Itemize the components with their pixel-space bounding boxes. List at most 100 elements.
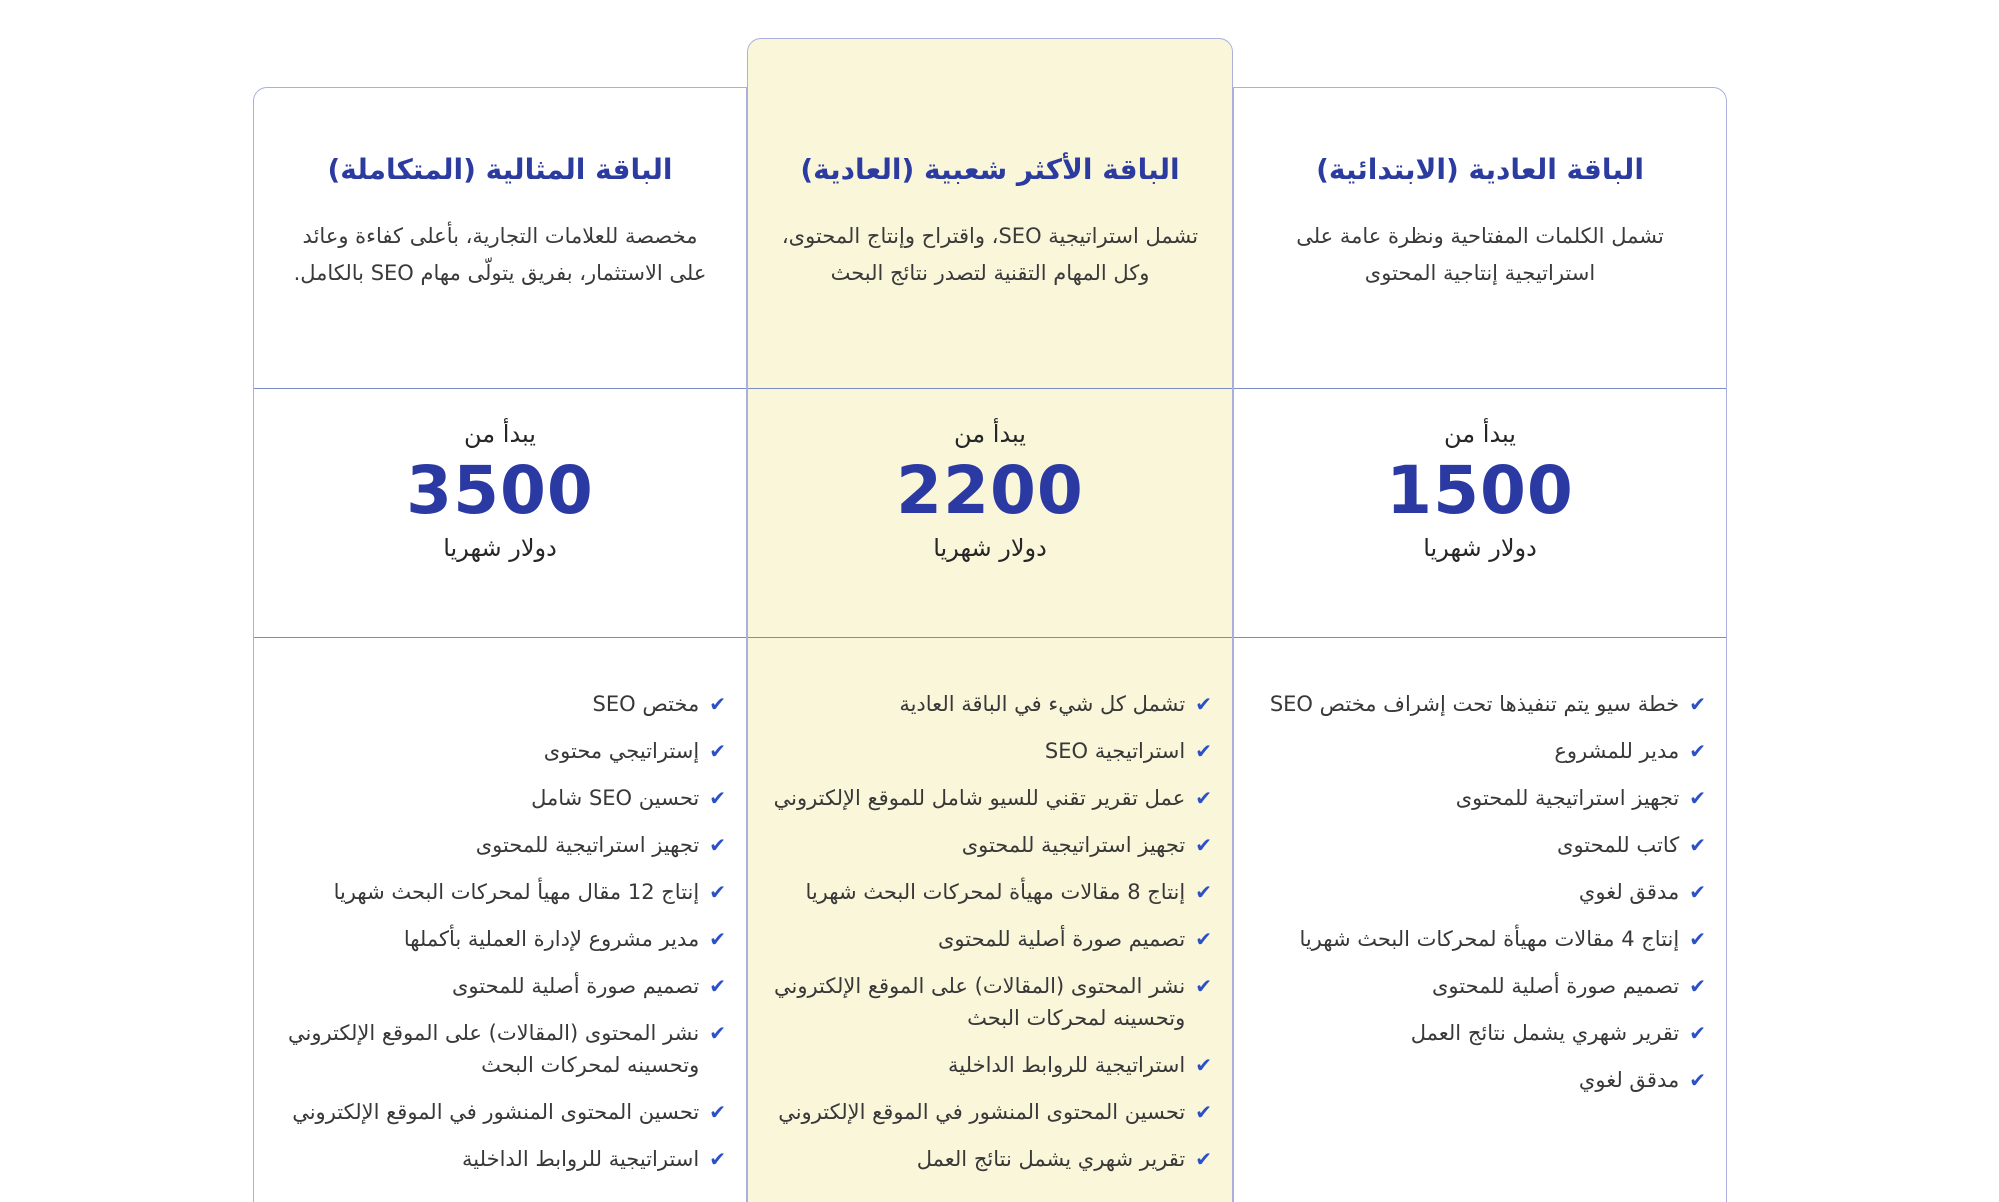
check-icon: ✔ bbox=[1689, 974, 1706, 998]
check-icon: ✔ bbox=[1195, 739, 1212, 763]
check-icon: ✔ bbox=[709, 692, 726, 716]
feature-item: ✔ تجهيز استراتيجية للمحتوى bbox=[1254, 782, 1706, 814]
check-icon: ✔ bbox=[1195, 974, 1212, 998]
feature-item: ✔ مدقق لغوي bbox=[1254, 1064, 1706, 1096]
feature-text: تجهيز استراتيجية للمحتوى bbox=[961, 833, 1186, 857]
feature-text: إستراتيجي محتوى bbox=[543, 739, 700, 763]
feature-item: ✔ كاتب للمحتوى bbox=[1254, 829, 1706, 861]
pricing-cards: الباقة العادية (الابتدائية) تشمل الكلمات… bbox=[253, 0, 1727, 1202]
check-icon: ✔ bbox=[709, 974, 726, 998]
plan-title: الباقة الأكثر شعبية (العادية) bbox=[800, 153, 1180, 186]
feature-item: ✔ إستراتيجي محتوى bbox=[274, 735, 726, 767]
plan-price-section: يبدأ من 2200 دولار شهريا bbox=[748, 389, 1232, 638]
feature-item: ✔ مدير مشروع لإدارة العملية بأكملها bbox=[274, 923, 726, 955]
price-prefix: يبدأ من bbox=[954, 420, 1026, 448]
check-icon: ✔ bbox=[1195, 692, 1212, 716]
price-period: دولار شهريا bbox=[443, 534, 557, 562]
feature-text: نشر المحتوى (المقالات) على الموقع الإلكت… bbox=[773, 974, 1186, 1030]
feature-text: مدير مشروع لإدارة العملية بأكملها bbox=[403, 927, 700, 951]
plan-card-starter: الباقة العادية (الابتدائية) تشمل الكلمات… bbox=[1233, 87, 1727, 1202]
feature-text: تصميم صورة أصلية للمحتوى bbox=[1431, 974, 1680, 998]
feature-text: تحسين المحتوى المنشور في الموقع الإلكترو… bbox=[778, 1100, 1186, 1124]
check-icon: ✔ bbox=[1689, 1021, 1706, 1045]
feature-text: تحسين المحتوى المنشور في الموقع الإلكترو… bbox=[292, 1100, 700, 1124]
check-icon: ✔ bbox=[1689, 927, 1706, 951]
feature-item: ✔ مدير للمشروع bbox=[1254, 735, 1706, 767]
feature-text: مدقق لغوي bbox=[1578, 880, 1680, 904]
plan-price-section: يبدأ من 3500 دولار شهريا bbox=[254, 389, 746, 638]
feature-text: تقرير شهري يشمل نتائج العمل bbox=[1410, 1021, 1680, 1045]
feature-item: ✔ تشمل كل شيء في الباقة العادية bbox=[768, 688, 1212, 720]
plan-card-ideal: الباقة المثالية (المتكاملة) مخصصة للعلام… bbox=[253, 87, 747, 1202]
check-icon: ✔ bbox=[709, 833, 726, 857]
check-icon: ✔ bbox=[709, 1147, 726, 1171]
price-amount: 2200 bbox=[896, 452, 1084, 529]
feature-text: إنتاج 12 مقال مهيأ لمحركات البحث شهريا bbox=[333, 880, 700, 904]
feature-item: ✔ مختص SEO bbox=[274, 688, 726, 720]
feature-item: ✔ تجهيز استراتيجية للمحتوى bbox=[768, 829, 1212, 861]
plan-card-popular: الباقة الأكثر شعبية (العادية) تشمل استرا… bbox=[747, 38, 1233, 1202]
feature-item: ✔ تحسين المحتوى المنشور في الموقع الإلكتر… bbox=[768, 1096, 1212, 1128]
feature-text: استراتيجية للروابط الداخلية bbox=[462, 1147, 700, 1171]
check-icon: ✔ bbox=[709, 880, 726, 904]
check-icon: ✔ bbox=[1195, 927, 1212, 951]
plan-description: مخصصة للعلامات التجارية، بأعلى كفاءة وعا… bbox=[293, 224, 707, 285]
check-icon: ✔ bbox=[1195, 786, 1212, 810]
feature-item: ✔ تقرير شهري يشمل نتائج العمل bbox=[1254, 1017, 1706, 1049]
plan-description: تشمل استراتيجية SEO، واقتراح وإنتاج المح… bbox=[781, 224, 1199, 285]
check-icon: ✔ bbox=[1689, 739, 1706, 763]
feature-text: كاتب للمحتوى bbox=[1557, 833, 1680, 857]
plan-title: الباقة المثالية (المتكاملة) bbox=[327, 153, 673, 186]
check-icon: ✔ bbox=[1195, 833, 1212, 857]
feature-text: تقرير شهري يشمل نتائج العمل bbox=[916, 1147, 1186, 1171]
check-icon: ✔ bbox=[1689, 692, 1706, 716]
feature-text: إنتاج 8 مقالات مهيأة لمحركات البحث شهريا bbox=[805, 880, 1186, 904]
check-icon: ✔ bbox=[1195, 1053, 1212, 1077]
feature-text: تجهيز استراتيجية للمحتوى bbox=[475, 833, 700, 857]
plan-header: الباقة الأكثر شعبية (العادية) تشمل استرا… bbox=[748, 39, 1232, 389]
check-icon: ✔ bbox=[1689, 833, 1706, 857]
plan-description: تشمل الكلمات المفتاحية ونظرة عامة على اس… bbox=[1296, 224, 1664, 285]
feature-item: ✔ مدقق لغوي bbox=[1254, 876, 1706, 908]
feature-item: ✔ تقرير شهري يشمل نتائج العمل bbox=[768, 1143, 1212, 1175]
price-amount: 3500 bbox=[406, 452, 594, 529]
feature-item: ✔ إنتاج 4 مقالات مهيأة لمحركات البحث شهري… bbox=[1254, 923, 1706, 955]
check-icon: ✔ bbox=[709, 1021, 726, 1045]
feature-text: مدير للمشروع bbox=[1554, 739, 1680, 763]
feature-item: ✔ تصميم صورة أصلية للمحتوى bbox=[768, 923, 1212, 955]
check-icon: ✔ bbox=[709, 927, 726, 951]
check-icon: ✔ bbox=[1195, 1147, 1212, 1171]
plan-features: ✔ مختص SEO ✔ إستراتيجي محتوى ✔ تحسين SEO شامل… bbox=[254, 638, 746, 1202]
feature-item: ✔ تجهيز استراتيجية للمحتوى bbox=[274, 829, 726, 861]
feature-item: ✔ عمل تقرير تقني للسيو شامل للموقع الإلكت… bbox=[768, 782, 1212, 814]
plan-title: الباقة العادية (الابتدائية) bbox=[1316, 153, 1644, 186]
plan-price-section: يبدأ من 1500 دولار شهريا bbox=[1234, 389, 1726, 638]
plan-header: الباقة العادية (الابتدائية) تشمل الكلمات… bbox=[1234, 88, 1726, 389]
check-icon: ✔ bbox=[709, 786, 726, 810]
price-prefix: يبدأ من bbox=[464, 420, 536, 448]
price-period: دولار شهريا bbox=[933, 534, 1047, 562]
feature-text: تجهيز استراتيجية للمحتوى bbox=[1455, 786, 1680, 810]
feature-item: ✔ تحسين SEO شامل bbox=[274, 782, 726, 814]
check-icon: ✔ bbox=[1195, 1100, 1212, 1124]
feature-item: ✔ تصميم صورة أصلية للمحتوى bbox=[1254, 970, 1706, 1002]
feature-text: تحسين SEO شامل bbox=[531, 786, 700, 810]
feature-text: تصميم صورة أصلية للمحتوى bbox=[451, 974, 700, 998]
check-icon: ✔ bbox=[1689, 880, 1706, 904]
price-amount: 1500 bbox=[1386, 452, 1574, 529]
feature-item: ✔ نشر المحتوى (المقالات) على الموقع الإلك… bbox=[768, 970, 1212, 1034]
feature-text: خطة سيو يتم تنفيذها تحت إشراف مختص SEO bbox=[1269, 692, 1680, 716]
check-icon: ✔ bbox=[1689, 1068, 1706, 1092]
feature-text: إنتاج 4 مقالات مهيأة لمحركات البحث شهريا bbox=[1299, 927, 1680, 951]
feature-item: ✔ استراتيجية للروابط الداخلية bbox=[274, 1143, 726, 1175]
feature-text: استراتيجية SEO bbox=[1044, 739, 1186, 763]
feature-item: ✔ خطة سيو يتم تنفيذها تحت إشراف مختص SEO bbox=[1254, 688, 1706, 720]
feature-text: مدقق لغوي bbox=[1578, 1068, 1680, 1092]
check-icon: ✔ bbox=[1689, 786, 1706, 810]
plan-features: ✔ تشمل كل شيء في الباقة العادية ✔ استراتيجي… bbox=[748, 638, 1232, 1202]
price-period: دولار شهريا bbox=[1423, 534, 1537, 562]
feature-text: تصميم صورة أصلية للمحتوى bbox=[937, 927, 1186, 951]
feature-text: تشمل كل شيء في الباقة العادية bbox=[899, 692, 1186, 716]
feature-text: عمل تقرير تقني للسيو شامل للموقع الإلكتر… bbox=[773, 786, 1186, 810]
